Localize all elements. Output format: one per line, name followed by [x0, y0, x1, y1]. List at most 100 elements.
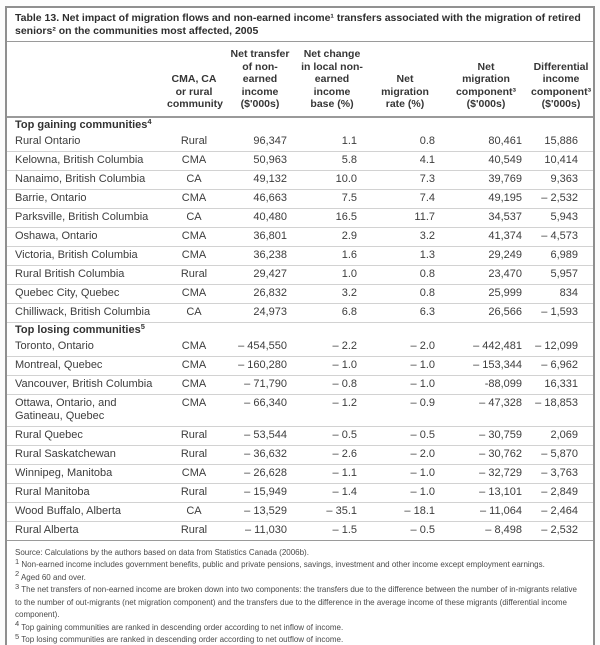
- net-migration-rate-value: – 2.0: [367, 337, 443, 357]
- differential-income-component-value: – 2,464: [529, 502, 593, 522]
- section-footnote-marker: 5: [140, 322, 145, 331]
- community-name: Montreal, Quebec: [7, 356, 165, 376]
- section-label: Top gaining communities4: [7, 117, 593, 133]
- footnote-text: Top gaining communities are ranked in de…: [21, 622, 344, 632]
- net-migration-component-value: 40,549: [443, 151, 529, 171]
- differential-income-component-value: – 6,962: [529, 356, 593, 376]
- net-migration-rate-value: 0.8: [367, 265, 443, 285]
- net-change-value: – 1.0: [297, 356, 367, 376]
- community-name: Rural Quebec: [7, 426, 165, 446]
- footnotes-section: Source: Calculations by the authors base…: [7, 539, 593, 645]
- table-title: Table 13. Net impact of migration flows …: [7, 8, 593, 42]
- net-change-value: 10.0: [297, 170, 367, 190]
- community-type: CMA: [165, 246, 223, 266]
- net-migration-component-value: 29,249: [443, 246, 529, 266]
- net-change-value: – 1.4: [297, 483, 367, 503]
- table-row: Rural British Columbia Rural 29,427 1.0 …: [7, 265, 593, 285]
- table-row: Kelowna, British Columbia CMA 50,963 5.8…: [7, 151, 593, 171]
- community-name: Rural Saskatchewan: [7, 445, 165, 465]
- table-row: Rural Quebec Rural – 53,544 – 0.5 – 0.5 …: [7, 426, 593, 446]
- community-name: Quebec City, Quebec: [7, 284, 165, 304]
- community-type: CA: [165, 502, 223, 522]
- net-transfer-value: – 26,628: [223, 464, 297, 484]
- differential-income-component-value: 9,363: [529, 170, 593, 190]
- community-type: CMA: [165, 394, 223, 427]
- community-type: CA: [165, 170, 223, 190]
- column-header-net-migration-rate: Net migration rate (%): [367, 42, 443, 118]
- column-header-net-transfer: Net transfer of non- earned income ($'00…: [223, 42, 297, 118]
- section-header-row: Top losing communities5: [7, 322, 593, 338]
- net-migration-component-value: 80,461: [443, 132, 529, 152]
- net-migration-component-value: 25,999: [443, 284, 529, 304]
- community-type: CA: [165, 303, 223, 323]
- footnote-marker: 5: [15, 631, 20, 641]
- column-header-differential-income-component: Differential income component³ ($'000s): [529, 42, 593, 118]
- net-transfer-value: 36,801: [223, 227, 297, 247]
- net-change-value: 6.8: [297, 303, 367, 323]
- community-type: Rural: [165, 483, 223, 503]
- net-change-value: – 2.2: [297, 337, 367, 357]
- footnote-text: Aged 60 and over.: [20, 572, 86, 582]
- differential-income-component-value: 834: [529, 284, 593, 304]
- community-type: CMA: [165, 464, 223, 484]
- community-type: Rural: [165, 445, 223, 465]
- table-row: Nanaimo, British Columbia CA 49,132 10.0…: [7, 170, 593, 190]
- net-change-value: 1.0: [297, 265, 367, 285]
- net-transfer-value: 26,832: [223, 284, 297, 304]
- net-transfer-value: – 11,030: [244, 523, 287, 536]
- table-row: Chilliwack, British Columbia CA 24,973 6…: [7, 303, 593, 323]
- table-row: Quebec City, Quebec CMA 26,832 3.2 0.8 2…: [7, 284, 593, 304]
- header-row: CMA, CA or rural community Net transfer …: [7, 42, 593, 118]
- column-header-cma-ca-rural: CMA, CA or rural community: [165, 42, 223, 118]
- community-type: Rural: [165, 265, 223, 285]
- source-note: Source: Calculations by the authors base…: [15, 547, 309, 557]
- column-header-community: [7, 42, 165, 118]
- net-transfer-value: – 36,632: [223, 445, 297, 465]
- table-row: Winnipeg, Manitoba CMA – 26,628 – 1.1 – …: [7, 464, 593, 484]
- net-transfer-value: 36,238: [223, 246, 297, 266]
- differential-income-component-value: – 12,099: [529, 337, 593, 357]
- net-migration-rate-value: – 1.0: [367, 464, 443, 484]
- differential-income-component-value: – 4,573: [529, 227, 593, 247]
- net-migration-component-value: – 30,759: [443, 426, 529, 446]
- community-type: CMA: [165, 284, 223, 304]
- net-migration-component-value: 39,769: [443, 170, 529, 190]
- net-change-value: – 35.1: [297, 502, 367, 522]
- table-row: Barrie, Ontario CMA 46,663 7.5 7.4 49,19…: [7, 189, 593, 209]
- net-migration-component-value: 41,374: [443, 227, 529, 247]
- community-name: Nanaimo, British Columbia: [7, 170, 165, 190]
- footnote: 5 Top losing communities are ranked in d…: [15, 631, 585, 645]
- net-migration-rate-value: – 0.9: [367, 394, 443, 427]
- net-migration-rate-value: – 0.5: [367, 426, 443, 446]
- section-header-row: Top gaining communities4: [7, 117, 593, 133]
- footnote-marker: 2: [15, 569, 20, 578]
- section-label-text: Top losing communities: [15, 323, 141, 336]
- table-row: Toronto, Ontario CMA – 454,550 – 2.2 – 2…: [7, 337, 593, 357]
- net-migration-component-value: – 153,344: [443, 356, 529, 376]
- net-transfer-value: 40,480: [223, 208, 297, 228]
- net-migration-component-value: – 11,064: [443, 502, 529, 522]
- net-migration-component-value: 34,537: [443, 208, 529, 228]
- table-row: Vancouver, British Columbia CMA – 71,790…: [7, 375, 593, 395]
- net-migration-rate-value: 0.8: [367, 284, 443, 304]
- community-type: CMA: [165, 375, 223, 395]
- net-migration-rate-value: 7.3: [367, 170, 443, 190]
- net-change-value: 16.5: [297, 208, 367, 228]
- net-transfer-value: 49,132: [223, 170, 297, 190]
- net-migration-component-value: -88,099: [443, 375, 529, 395]
- net-migration-component-value: – 30,762: [443, 445, 529, 465]
- section-label: Top losing communities5: [7, 322, 593, 338]
- community-name: Rural Manitoba: [7, 483, 165, 503]
- net-transfer-value: – 71,790: [223, 375, 297, 395]
- community-type: Rural: [180, 523, 208, 536]
- footnote: 4 Top gaining communities are ranked in …: [15, 619, 585, 635]
- table-row: Rural Ontario Rural 96,347 1.1 0.8 80,46…: [7, 132, 593, 152]
- net-change-value: – 1.5: [332, 523, 357, 536]
- differential-income-component-value: 6,989: [529, 246, 593, 266]
- community-type: CMA: [165, 356, 223, 376]
- table-row: Montreal, Quebec CMA – 160,280 – 1.0 – 1…: [7, 356, 593, 376]
- table-row: Wood Buffalo, Alberta CA – 13,529 – 35.1…: [7, 502, 593, 522]
- differential-income-component-value: – 1,593: [529, 303, 593, 323]
- net-migration-component-value: 26,566: [443, 303, 529, 323]
